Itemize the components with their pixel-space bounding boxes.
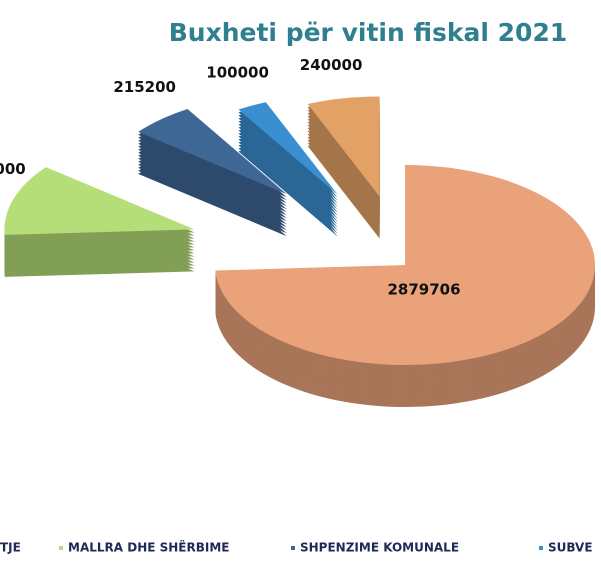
slice [307, 96, 380, 197]
legend-label: SHPENZIME KOMUNALE [300, 541, 459, 555]
legend-swatch [291, 546, 295, 550]
legend-swatch [59, 546, 63, 550]
slice [238, 102, 338, 195]
slice [4, 167, 195, 235]
value-label: 2879706 [387, 281, 460, 299]
value-label: 240000 [300, 56, 363, 74]
value-label: 100000 [206, 64, 269, 82]
slice [138, 108, 287, 195]
legend-label: SUBVE [548, 541, 593, 555]
slice [215, 165, 595, 365]
legend-label: MALLRA DHE SHËRBIME [68, 540, 229, 555]
legend-swatch [539, 546, 543, 550]
value-label: 215200 [113, 78, 176, 96]
chart-title: Buxheti për vitin fiskal 2021 [169, 18, 568, 47]
value-label: 450000 [0, 160, 26, 178]
legend-label: TJE [0, 541, 21, 555]
